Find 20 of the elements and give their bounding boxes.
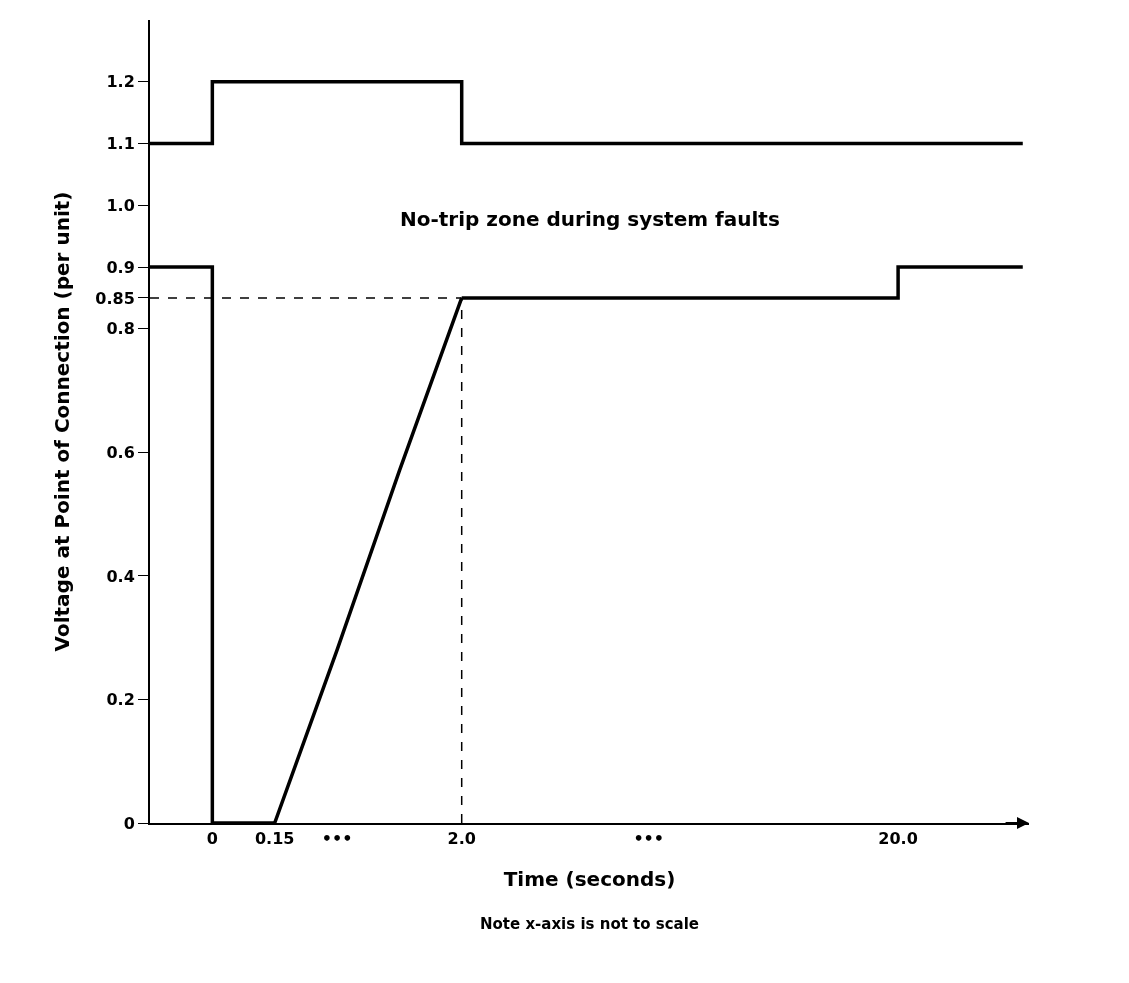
annotation: No-trip zone during system faults: [400, 207, 780, 231]
y-tick-label: 1.0: [106, 195, 135, 215]
y-axis-title: Voltage at Point of Connection (per unit): [50, 191, 75, 652]
x-axis-title: Time (seconds): [503, 867, 676, 892]
text: Note x-axis is not to scale: [480, 915, 700, 933]
x-tick-label: 0.15: [254, 829, 295, 849]
x-tick-label: •••: [321, 829, 353, 849]
y-tick-label: 0.4: [106, 566, 135, 586]
y-tick-label: 0: [123, 813, 135, 833]
y-tick-label: 0.6: [106, 442, 135, 462]
x-tick-label: •••: [633, 829, 665, 849]
x-tick-label: 20.0: [878, 829, 918, 849]
y-tick-label: 0.2: [106, 690, 135, 710]
x-tick-label: 0: [206, 829, 218, 849]
y-tick-label: 0.9: [106, 257, 135, 277]
y-tick-label: 0.85: [95, 288, 135, 308]
y-tick-label: 1.1: [106, 134, 135, 154]
y-tick-label: 1.2: [106, 72, 135, 92]
y-tick-label: 0.8: [106, 319, 135, 339]
x-tick-label: 2.0: [447, 829, 476, 849]
